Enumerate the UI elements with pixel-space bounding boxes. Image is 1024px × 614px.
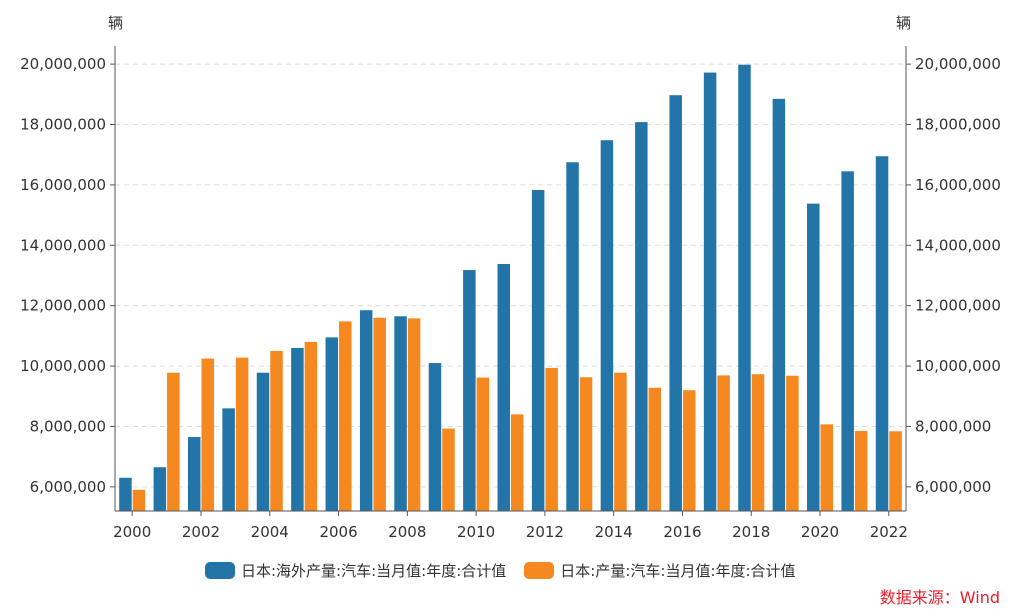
bar-chart: 6,000,000 6,000,000 8,000,000 8,000,000 10,0… <box>20 14 1001 541</box>
bar-domestic-2012 <box>545 367 558 511</box>
bar-domestic-2017 <box>717 375 730 511</box>
x-tick-label: 2006 <box>319 523 357 541</box>
y-tick-label-left: 6,000,000 <box>30 478 106 496</box>
bar-overseas-2015 <box>635 122 648 511</box>
y-tick-label-left: 18,000,000 <box>20 116 106 134</box>
y-tick-label-right: 8,000,000 <box>915 417 991 435</box>
bar-overseas-2016 <box>669 95 682 511</box>
bar-overseas-2018 <box>738 64 751 512</box>
bar-domestic-2002 <box>201 358 214 511</box>
x-tick-label: 2004 <box>251 523 289 541</box>
legend-label-domestic: 日本:产量:汽车:当月值:年度:合计值 <box>560 562 796 580</box>
tick-labels: 6,000,000 6,000,000 8,000,000 8,000,000 10,0… <box>20 55 1001 541</box>
legend-item-domestic[interactable]: 日本:产量:汽车:当月值:年度:合计值 <box>524 560 796 581</box>
legend: 日本:海外产量:汽车:当月值:年度:合计值 日本:产量:汽车:当月值:年度:合计… <box>205 560 814 581</box>
bar-domestic-2021 <box>854 430 868 511</box>
y-tick-label-left: 8,000,000 <box>30 417 106 435</box>
x-tick-label: 2018 <box>732 523 770 541</box>
axes <box>114 46 907 512</box>
y-tick-label-right: 18,000,000 <box>915 116 1001 134</box>
y-tick-label-right: 16,000,000 <box>915 176 1001 194</box>
bar-domestic-2010 <box>476 377 490 511</box>
bar-domestic-2009 <box>442 428 455 511</box>
x-tick-label: 2002 <box>182 523 220 541</box>
bar-overseas-2021 <box>841 171 854 511</box>
bar-domestic-2003 <box>235 357 249 511</box>
bar-overseas-2006 <box>325 337 339 511</box>
y-tick-label-left: 16,000,000 <box>20 176 106 194</box>
y-tick-label-right: 10,000,000 <box>915 357 1001 375</box>
bar-domestic-2000 <box>132 489 146 511</box>
y-tick-label-right: 20,000,000 <box>915 55 1001 73</box>
y-tick-label-left: 14,000,000 <box>20 236 106 254</box>
x-tick-label: 2022 <box>870 523 908 541</box>
bar-domestic-2016 <box>682 390 696 511</box>
bar-overseas-2017 <box>703 72 717 512</box>
bar-domestic-2015 <box>648 387 662 511</box>
legend-item-overseas[interactable]: 日本:海外产量:汽车:当月值:年度:合计值 <box>205 560 506 581</box>
bar-overseas-2020 <box>807 203 820 511</box>
bar-overseas-2000 <box>119 477 132 511</box>
bar-overseas-2009 <box>428 363 442 511</box>
bar-domestic-2005 <box>304 341 318 511</box>
bar-overseas-2007 <box>359 310 373 511</box>
bar-domestic-2018 <box>751 374 765 511</box>
bar-domestic-2019 <box>786 375 799 511</box>
x-tick-label: 2010 <box>457 523 495 541</box>
x-tick-label: 2020 <box>801 523 839 541</box>
bar-domestic-2006 <box>339 321 352 511</box>
legend-label-overseas: 日本:海外产量:汽车:当月值:年度:合计值 <box>241 562 507 580</box>
bar-domestic-2020 <box>820 424 834 511</box>
x-tick-label: 2008 <box>388 523 426 541</box>
y-tick-label-right: 14,000,000 <box>915 236 1001 254</box>
x-tick-label: 2014 <box>595 523 633 541</box>
y-tick-label-left: 10,000,000 <box>20 357 106 375</box>
bar-overseas-2003 <box>222 408 235 511</box>
bar-overseas-2019 <box>772 98 786 511</box>
x-tick-label: 2012 <box>526 523 564 541</box>
bar-overseas-2012 <box>531 190 545 511</box>
right-unit-label: 辆 <box>896 14 911 32</box>
x-tick-label: 2000 <box>113 523 151 541</box>
bar-domestic-2013 <box>579 377 593 511</box>
legend-swatch-overseas <box>205 562 235 579</box>
bar-domestic-2022 <box>889 431 902 511</box>
bar-overseas-2010 <box>463 270 476 511</box>
bar-overseas-2004 <box>256 372 270 511</box>
bar-overseas-2008 <box>394 316 407 511</box>
bar-domestic-2007 <box>373 317 386 511</box>
bar-domestic-2001 <box>167 372 180 511</box>
bar-domestic-2014 <box>614 372 627 511</box>
bar-overseas-2002 <box>187 437 201 511</box>
source-note: 数据来源：Wind <box>879 588 1000 607</box>
bars <box>119 64 902 512</box>
bar-overseas-2013 <box>566 162 579 511</box>
legend-swatch-domestic <box>524 562 555 579</box>
bar-domestic-2008 <box>407 318 421 511</box>
y-tick-label-left: 12,000,000 <box>20 297 106 315</box>
bar-overseas-2022 <box>875 156 889 511</box>
bar-overseas-2001 <box>153 467 167 511</box>
bar-overseas-2011 <box>497 264 510 511</box>
bar-domestic-2004 <box>270 350 283 511</box>
y-tick-label-right: 12,000,000 <box>915 297 1001 315</box>
bar-overseas-2005 <box>291 347 304 511</box>
y-tick-label-left: 20,000,000 <box>20 55 106 73</box>
y-tick-label-right: 6,000,000 <box>915 478 991 496</box>
bar-domestic-2011 <box>511 414 524 511</box>
x-tick-label: 2016 <box>663 523 701 541</box>
left-unit-label: 辆 <box>108 14 123 32</box>
bar-overseas-2014 <box>600 140 614 511</box>
